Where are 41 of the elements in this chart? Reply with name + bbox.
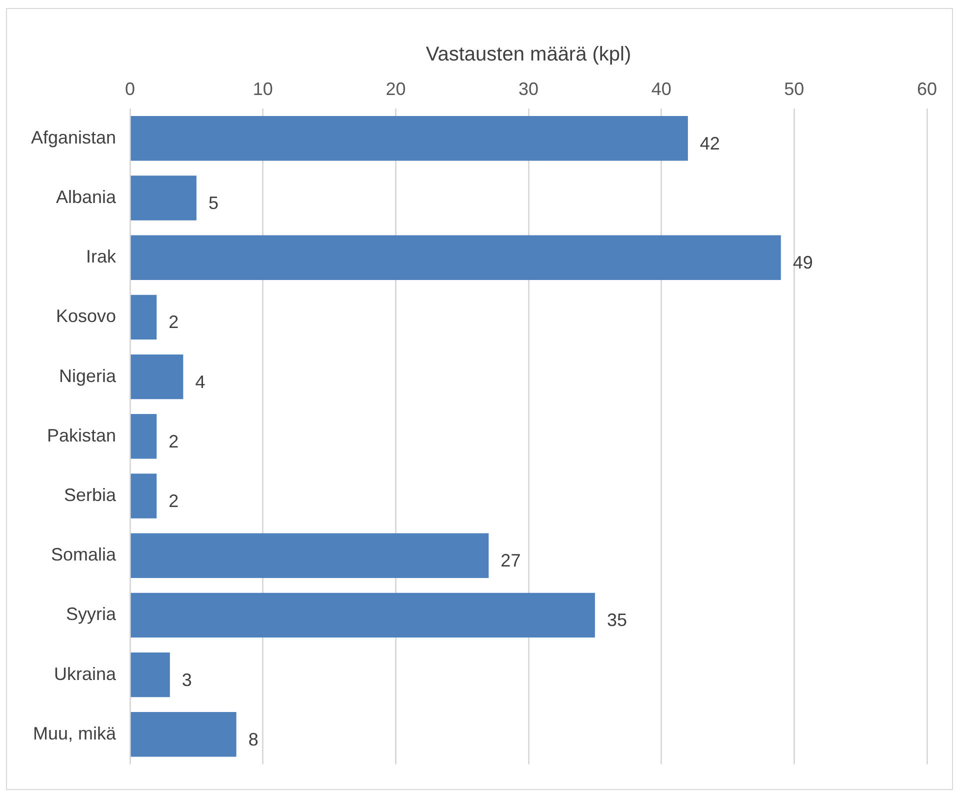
y-tick-label: Irak (86, 246, 118, 267)
y-tick-label: Albania (56, 186, 118, 207)
bar (130, 354, 184, 400)
data-label: 49 (792, 252, 813, 273)
bar (130, 235, 781, 280)
bar (130, 533, 489, 578)
x-tick-label: 30 (518, 78, 539, 99)
bar (130, 592, 595, 638)
data-label: 27 (500, 550, 521, 571)
x-tick-label: 60 (916, 78, 938, 99)
data-label: 5 (208, 192, 218, 213)
x-tick-label: 0 (125, 78, 136, 99)
y-tick-label: Ukraina (54, 664, 118, 684)
x-tick-label: 20 (386, 78, 406, 99)
bar (130, 176, 196, 220)
bar (130, 116, 688, 161)
x-tick-label: 10 (252, 78, 273, 99)
x-axis-title: Vastausten määrä (kpl) (426, 44, 632, 66)
bar (130, 294, 157, 340)
data-label: 2 (168, 431, 179, 452)
x-tick-label: 40 (651, 78, 672, 99)
data-label: 3 (182, 670, 192, 690)
data-label: 42 (700, 133, 720, 154)
bar (130, 414, 157, 459)
y-tick-label: Syyria (66, 604, 118, 624)
data-label: 8 (248, 729, 258, 750)
data-label: 4 (195, 372, 206, 392)
bar (130, 652, 170, 698)
y-tick-label: Serbia (64, 484, 118, 505)
bar (130, 474, 157, 518)
y-tick-label: Afganistan (31, 127, 116, 148)
data-label: 2 (168, 490, 179, 511)
y-tick-label: Kosovo (56, 306, 116, 326)
data-label: 35 (606, 610, 627, 630)
y-tick-label: Muu, mikä (33, 723, 118, 744)
bar (130, 712, 236, 757)
data-label: 2 (168, 312, 179, 332)
y-tick-label: Somalia (51, 544, 118, 565)
x-tick-label: 50 (784, 78, 804, 99)
y-tick-label: Pakistan (47, 425, 116, 446)
y-tick-label: Nigeria (59, 366, 118, 386)
